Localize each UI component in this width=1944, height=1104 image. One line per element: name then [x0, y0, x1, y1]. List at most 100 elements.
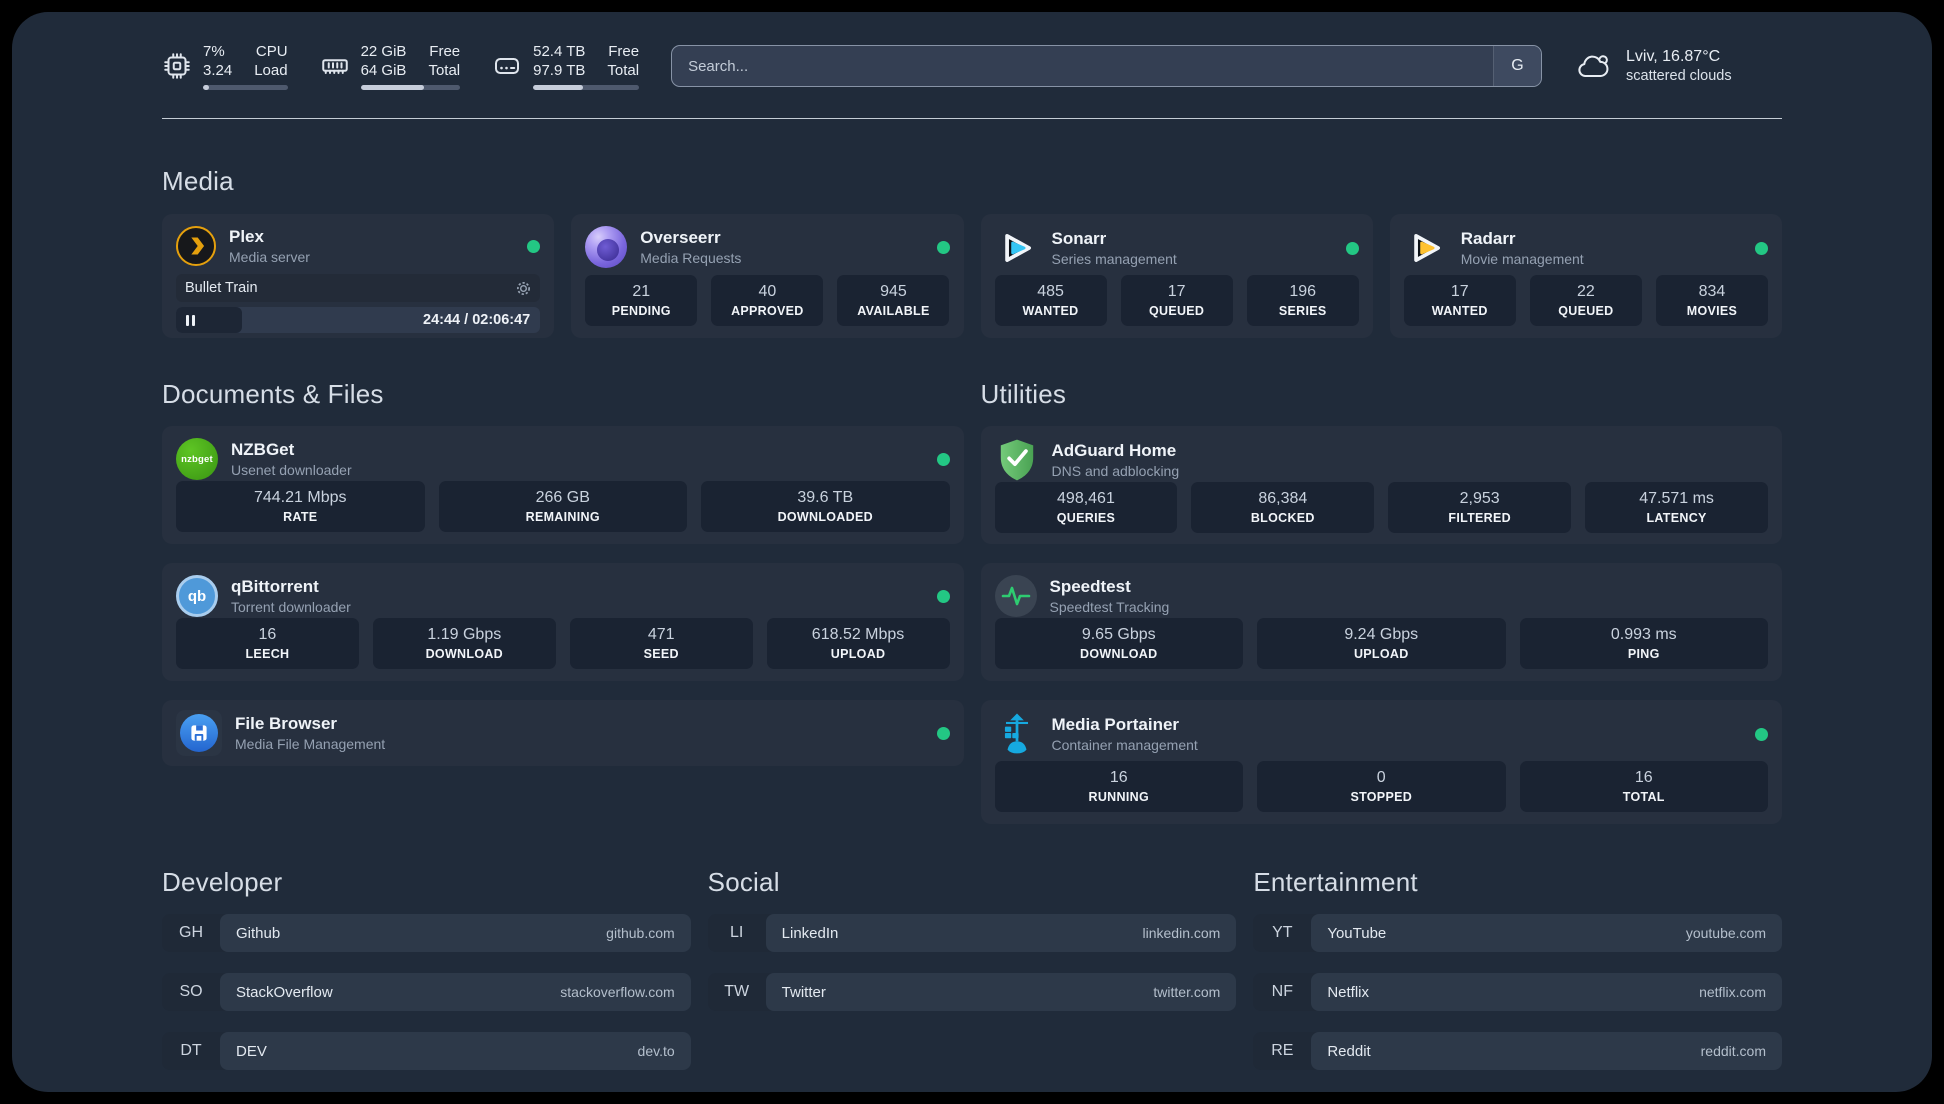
stat-rate: 744.21 Mbps RATE [176, 481, 425, 532]
bookmark-name: StackOverflow [236, 983, 333, 1001]
bookmark-name: LinkedIn [781, 924, 839, 942]
cpu-widget: 7% 3.24 CPU Load [162, 42, 288, 90]
disk-icon [492, 51, 522, 81]
memory-progress-bar [360, 85, 461, 90]
service-description: DNS and adblocking [1051, 463, 1180, 479]
cpu-icon [162, 51, 192, 81]
status-dot [1345, 241, 1359, 255]
service-name: Plex [229, 227, 264, 246]
service-name: qBittorrent [231, 577, 319, 596]
stat-wanted: 485 WANTED [994, 275, 1107, 326]
section-title-utilities: Utilities [980, 379, 1067, 409]
bookmark-abbr: SO [179, 983, 203, 1000]
bookmark-name: Twitter [781, 983, 826, 1001]
memory-total-label: Total [428, 62, 461, 79]
service-description: Media Requests [640, 250, 742, 266]
stat-queued: 22 QUEUED [1529, 275, 1642, 326]
bookmark-twitter[interactable]: TW Twitter twitter.com [707, 973, 1237, 1011]
bookmark-abbr: TW [724, 983, 750, 1000]
status-dot [936, 240, 950, 254]
service-name: Radarr [1460, 229, 1516, 248]
playback-time: 24:44 / 02:06:47 [423, 312, 531, 328]
service-description: Series management [1051, 251, 1177, 267]
sonarr-icon [995, 226, 1039, 270]
disk-total-value: 97.9 TB [533, 62, 586, 79]
service-card-plex[interactable]: Plex Media server Bullet Train [162, 214, 555, 338]
plex-now-playing: Bullet Train 24:44 / 02:06:47 [176, 274, 541, 333]
stat-total: 16 TOTAL [1519, 761, 1768, 812]
portainer-icon [995, 712, 1039, 756]
settings-gear-icon[interactable] [516, 281, 531, 296]
bookmark-group-social: Social LI LinkedIn linkedin.com TW Twitt… [707, 866, 1237, 1070]
cpu-usage-label: CPU [255, 43, 288, 60]
adguard-icon [995, 438, 1039, 482]
qbittorrent-icon: qb [176, 575, 218, 617]
bookmark-stackoverflow[interactable]: SO StackOverflow stackoverflow.com [162, 973, 691, 1011]
stat-queued: 17 QUEUED [1120, 275, 1233, 326]
bookmark-name: Netflix [1327, 983, 1370, 1001]
stat-stopped: 0 STOPPED [1257, 761, 1506, 812]
stat-leech: 16 LEECH [176, 618, 359, 669]
pause-icon [186, 314, 195, 326]
topbar-divider [162, 118, 1782, 119]
search-provider-button[interactable]: G [1493, 46, 1541, 86]
speedtest-icon [994, 575, 1037, 617]
service-name: AdGuard Home [1051, 441, 1177, 460]
service-description: Container management [1051, 737, 1198, 753]
disk-free-value: 52.4 TB [533, 43, 586, 60]
bookmark-youtube[interactable]: YT YouTube youtube.com [1253, 914, 1782, 952]
service-name: Speedtest [1049, 577, 1131, 596]
top-bar: 7% 3.24 CPU Load [162, 38, 1782, 94]
status-dot [936, 589, 950, 603]
bookmark-domain: twitter.com [1153, 984, 1221, 1000]
stat-movies: 834 MOVIES [1655, 275, 1768, 326]
service-name: Overseerr [640, 228, 721, 247]
bookmark-abbr: YT [1272, 924, 1293, 941]
cloud-icon [1574, 49, 1614, 83]
stat-wanted: 17 WANTED [1403, 275, 1516, 326]
disk-free-label: Free [608, 43, 640, 60]
service-card-speedtest[interactable]: Speedtest Speedtest Tracking 9.65 Gbps D… [980, 563, 1782, 681]
bookmark-github[interactable]: GH Github github.com [162, 914, 691, 952]
bookmark-domain: stackoverflow.com [560, 984, 675, 1000]
bookmark-name: Reddit [1327, 1042, 1371, 1060]
service-card-qbittorrent[interactable]: qb qBittorrent Torrent downloader 16 LEE… [162, 563, 964, 681]
playback-elapsed [176, 307, 242, 333]
memory-free-label: Free [429, 43, 461, 60]
memory-free-value: 22 GiB [360, 43, 407, 60]
search-bar: G [671, 45, 1542, 87]
service-card-portainer[interactable]: Media Portainer Container management 16 … [980, 700, 1782, 824]
service-card-nzbget[interactable]: nzbget NZBGet Usenet downloader 744.21 M… [162, 426, 964, 544]
stat-seed: 471 SEED [569, 618, 753, 669]
stat-blocked: 86,384 BLOCKED [1191, 482, 1375, 533]
search-input[interactable] [672, 46, 1493, 86]
bookmark-netflix[interactable]: NF Netflix netflix.com [1253, 973, 1782, 1011]
section-title-social: Social [707, 867, 780, 897]
disk-widget: 52.4 TB 97.9 TB Free Total [492, 42, 640, 90]
resource-widgets: 7% 3.24 CPU Load [162, 42, 640, 90]
dashboard: 7% 3.24 CPU Load [12, 12, 1932, 1092]
service-card-overseerr[interactable]: Overseerr Media Requests 21 PENDING 40 A… [571, 214, 964, 338]
bookmark-dev[interactable]: DT DEV dev.to [162, 1032, 691, 1070]
stat-running: 16 RUNNING [994, 761, 1243, 812]
service-card-radarr[interactable]: Radarr Movie management 17 WANTED 22 QUE… [1389, 214, 1782, 338]
bookmark-name: YouTube [1327, 924, 1387, 942]
bookmark-domain: reddit.com [1700, 1043, 1766, 1059]
playback-progress-bar[interactable]: 24:44 / 02:06:47 [176, 307, 541, 333]
radarr-icon [1404, 226, 1448, 270]
overseerr-icon [585, 226, 628, 268]
section-title-entertainment: Entertainment [1253, 867, 1418, 897]
service-description: Speedtest Tracking [1049, 599, 1170, 615]
service-card-adguard[interactable]: AdGuard Home DNS and adblocking 498,461 … [980, 426, 1782, 544]
service-name: Media Portainer [1051, 715, 1180, 734]
bookmark-group-entertainment: Entertainment YT YouTube youtube.com NF … [1253, 866, 1782, 1070]
bookmark-reddit[interactable]: RE Reddit reddit.com [1253, 1032, 1782, 1070]
weather-widget: Lviv, 16.87°C scattered clouds [1574, 47, 1782, 85]
service-card-filebrowser[interactable]: File Browser Media File Management [162, 700, 964, 766]
bookmark-linkedin[interactable]: LI LinkedIn linkedin.com [707, 914, 1237, 952]
disk-total-label: Total [607, 62, 640, 79]
service-card-sonarr[interactable]: Sonarr Series management 485 WANTED 17 Q… [980, 214, 1373, 338]
section-media: Media Plex Media server Bullet Train [162, 165, 1782, 338]
bookmark-abbr: RE [1271, 1042, 1294, 1059]
section-documents: Documents & Files nzbget NZBGet Usenet d… [162, 378, 964, 766]
